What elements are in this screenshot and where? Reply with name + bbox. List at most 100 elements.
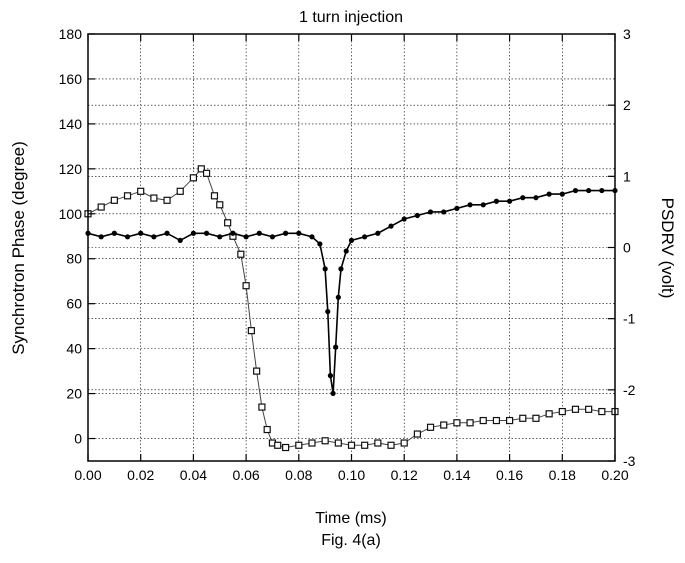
y-tick-label: 180 [59,26,83,42]
data-point-psdrv [414,212,420,219]
x-tick-label: 0.06 [232,467,259,483]
data-point-psdrv [124,234,131,240]
y-tick-label: 60 [66,296,82,312]
data-point-psdrv [327,373,334,379]
data-point-psdrv [217,234,223,240]
y-axis-ticks: 0 20 40 60 80 100 120 140 160 180 [59,26,95,447]
data-point-psdrv [586,187,592,194]
data-point-psdrv [325,308,331,315]
data-point-synchrotron-phase [598,407,606,416]
data-point-psdrv [343,248,349,254]
x-tick-label: 0.08 [285,467,312,483]
data-point-psdrv [520,195,526,201]
grid-lines [88,34,615,461]
data-point-synchrotron-phase [466,419,474,427]
data-point-psdrv [269,234,276,240]
data-point-synchrotron-phase [387,441,395,449]
data-point-synchrotron-phase [274,441,282,449]
data-point-psdrv [151,234,157,240]
data-point-synchrotron-phase [110,196,118,204]
y-tick-label: 140 [59,116,83,132]
data-point-psdrv [335,294,341,300]
data-point-psdrv [138,230,144,236]
data-point-synchrotron-phase [137,187,145,195]
data-point-synchrotron-phase [150,194,158,202]
data-point-synchrotron-phase [374,439,382,447]
chart-title: 1 turn injection [299,9,403,26]
data-point-synchrotron-phase [295,441,303,449]
data-point-synchrotron-phase [426,423,435,431]
data-point-synchrotron-phase [123,192,132,200]
y2-axis-ticks: -3 -2 -1 0 1 2 3 [608,26,636,469]
y-tick-label: 40 [66,341,82,357]
data-point-psdrv [480,202,486,208]
data-point-synchrotron-phase [97,203,105,211]
y2-tick-label: -3 [623,453,636,469]
data-point-psdrv [388,223,394,229]
data-point-synchrotron-phase [440,421,448,429]
data-point-psdrv [230,230,236,236]
data-point-synchrotron-phase [308,439,316,447]
series-psdrv [85,187,618,396]
data-point-psdrv [441,209,447,215]
series-line-psdrv [87,189,615,394]
data-point-synchrotron-phase [163,196,171,204]
data-point-psdrv [599,187,605,194]
data-point-psdrv [309,234,315,240]
data-point-synchrotron-phase [361,441,369,449]
data-point-synchrotron-phase [400,439,408,447]
y-tick-label: 100 [59,206,83,222]
series-synchrotron-phase [84,165,619,452]
data-point-synchrotron-phase [321,437,329,445]
data-point-psdrv [203,230,210,236]
x-tick-label: 0.00 [74,467,101,483]
data-point-synchrotron-phase [224,219,232,227]
data-point-psdrv [190,230,196,236]
data-point-psdrv [333,344,339,350]
y2-tick-label: -2 [623,382,636,398]
data-point-psdrv [362,234,368,240]
data-point-psdrv [330,390,336,396]
data-point-synchrotron-phase [258,403,266,411]
data-point-psdrv [546,191,552,197]
data-point-psdrv [296,230,302,236]
y-tick-label: 160 [59,71,83,87]
x-tick-label: 0.20 [601,467,628,483]
data-point-synchrotron-phase [519,414,527,422]
y2-tick-label: 3 [623,26,631,42]
data-point-psdrv [98,234,104,240]
x-axis-ticks: 0.00 0.02 0.04 0.06 0.08 0.10 0.12 0.14 0.16 0.18… [74,34,629,483]
data-point-psdrv [164,230,170,236]
data-point-synchrotron-phase [216,201,224,209]
data-point-psdrv [401,216,407,222]
y-tick-label: 20 [66,386,82,402]
data-point-synchrotron-phase [453,419,461,427]
data-point-psdrv [243,234,249,240]
data-point-synchrotron-phase [247,327,255,335]
y2-tick-label: 1 [623,168,631,184]
data-point-synchrotron-phase [347,441,356,449]
data-point-psdrv [507,198,513,204]
data-point-psdrv [338,266,344,272]
data-point-psdrv [533,195,539,201]
y2-tick-label: 2 [623,97,631,113]
data-point-psdrv [111,230,117,236]
x-tick-label: 0.12 [391,467,418,483]
data-point-synchrotron-phase [545,410,553,418]
x-tick-label: 0.18 [549,467,576,483]
data-point-psdrv [572,187,579,194]
y2-axis-label: PSDRV (volt) [658,198,677,299]
data-point-psdrv [322,266,328,272]
data-point-synchrotron-phase [253,367,261,375]
figure-caption: Fig. 4(a) [321,532,381,549]
data-point-psdrv [317,241,323,247]
data-point-psdrv [427,209,434,215]
data-point-psdrv [348,237,355,243]
data-point-synchrotron-phase [571,405,580,413]
data-point-synchrotron-phase [197,165,205,173]
x-tick-label: 0.02 [127,467,154,483]
data-point-synchrotron-phase [334,439,342,447]
data-point-synchrotron-phase [413,430,421,438]
y-tick-label: 120 [59,161,83,177]
